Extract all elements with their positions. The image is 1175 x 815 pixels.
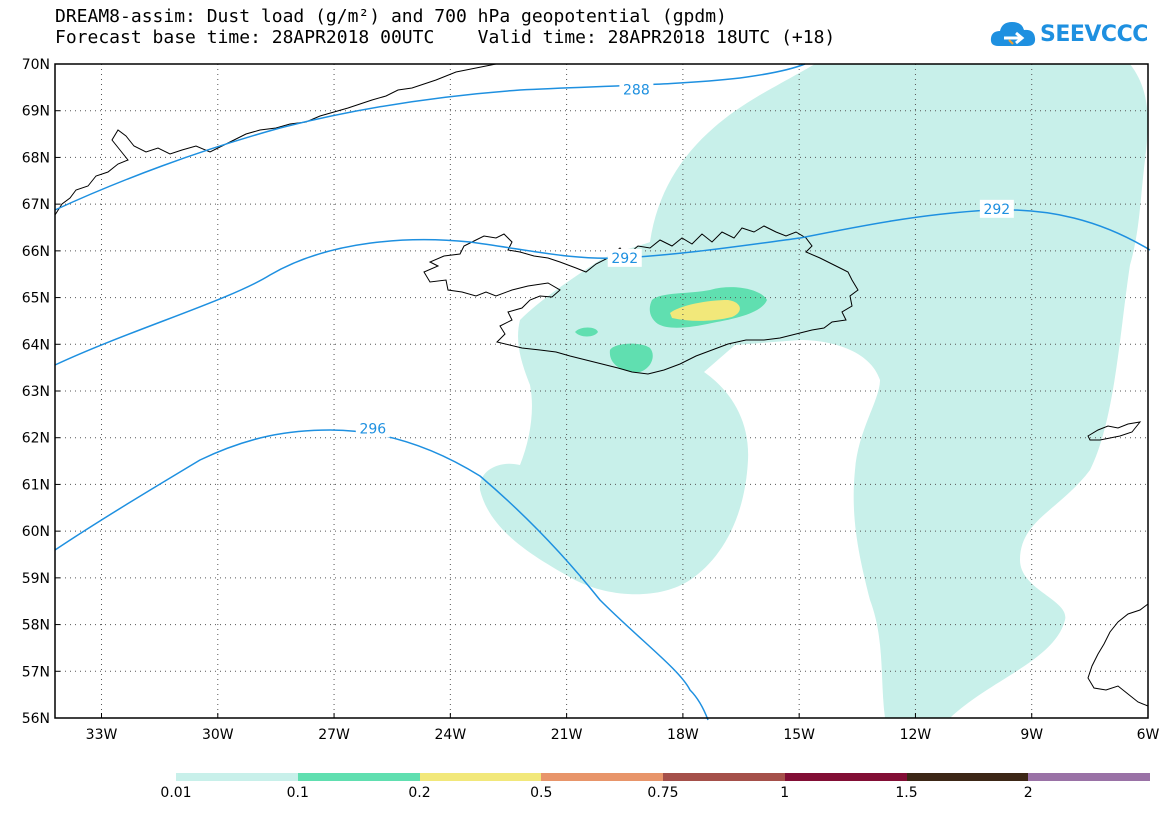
longitude-label: 33W [86, 727, 118, 743]
colorbar-label: 0.2 [408, 785, 431, 801]
latitude-label: 57N [22, 664, 50, 680]
dust-load-0.2-area [670, 300, 740, 321]
contour-label: 288 [623, 83, 650, 99]
iceland-coastline [423, 225, 859, 375]
faroe-coastline [1087, 421, 1142, 441]
contour-288 [54, 63, 806, 211]
colorbar-swatch [663, 773, 785, 781]
scotland-coastline [1087, 603, 1149, 707]
logo-text: SEEVCCC [1040, 21, 1148, 47]
latitude-label: 61N [22, 477, 50, 493]
seevccc-logo: SEEVCCC [990, 14, 1148, 54]
longitude-label: 24W [435, 727, 467, 743]
latitude-label: 60N [22, 524, 50, 540]
latitude-label: 58N [22, 618, 50, 634]
latitude-label: 65N [22, 291, 50, 307]
colorbar [176, 773, 1150, 781]
colorbar-label: 1.5 [895, 785, 918, 801]
colorbar-swatch [419, 773, 542, 781]
latitude-label: 66N [22, 244, 50, 260]
contour-label-bg [619, 80, 654, 99]
longitude-label: 6W [1137, 727, 1160, 743]
contour-label-bg [355, 419, 390, 438]
colorbar-swatch [1028, 773, 1150, 781]
latitude-label: 59N [22, 571, 50, 587]
contour-label: 292 [611, 251, 638, 267]
contour-label: 292 [983, 202, 1010, 218]
latitude-label: 56N [22, 711, 50, 727]
contour-label: 296 [359, 421, 386, 437]
contour-296 [54, 429, 709, 721]
contour-label-bg [607, 248, 642, 267]
greenland-coastline [54, 63, 497, 216]
contour-labels: 288 292 292 296 [355, 80, 1014, 438]
longitude-label: 27W [318, 727, 350, 743]
longitude-label: 21W [551, 727, 583, 743]
colorbar-label: 0.01 [160, 785, 192, 801]
latitude-label: 62N [22, 431, 50, 447]
longitude-label: 15W [783, 727, 815, 743]
latitude-label: 63N [22, 384, 50, 400]
map-frame [54, 63, 1149, 719]
coastlines [54, 63, 1149, 707]
dust-load-0.01-area [479, 64, 1148, 718]
colorbar-label: 0.75 [647, 785, 679, 801]
latitude-label: 70N [22, 57, 50, 73]
graticule [55, 63, 1149, 719]
colorbar-label: 0.1 [286, 785, 309, 801]
colorbar-label: 0.5 [530, 785, 553, 801]
latitude-label: 69N [22, 104, 50, 120]
longitude-label: 18W [667, 727, 699, 743]
contour-label-bg [979, 199, 1014, 218]
latitude-label: 64N [22, 337, 50, 353]
colorbar-swatch [176, 773, 298, 781]
colorbar-swatch [541, 773, 663, 781]
colorbar-label: 1 [780, 785, 790, 801]
cloud-icon [990, 22, 1036, 46]
latitude-labels: 70N 69N 68N 67N 66N 65N 64N 63N 62N 61N 60N 59N 58N 5… [22, 57, 50, 727]
longitude-label: 9W [1020, 727, 1043, 743]
colorbar-label: 2 [1023, 785, 1033, 801]
longitude-label: 12W [900, 727, 932, 743]
latitude-label: 68N [22, 150, 50, 166]
longitude-label: 30W [202, 727, 234, 743]
colorbar-swatch [906, 773, 1029, 781]
map-title-line1: DREAM8-assim: Dust load (g/m²) and 700 h… [55, 6, 727, 27]
colorbar-swatch [784, 773, 907, 781]
longitude-labels: 33W 30W 27W 24W 21W 18W 15W 12W 9W 6W [86, 727, 1160, 743]
colorbar-swatch [297, 773, 420, 781]
map-title-line2: Forecast base time: 28APR2018 00UTC Vali… [55, 27, 836, 48]
latitude-label: 67N [22, 197, 50, 213]
